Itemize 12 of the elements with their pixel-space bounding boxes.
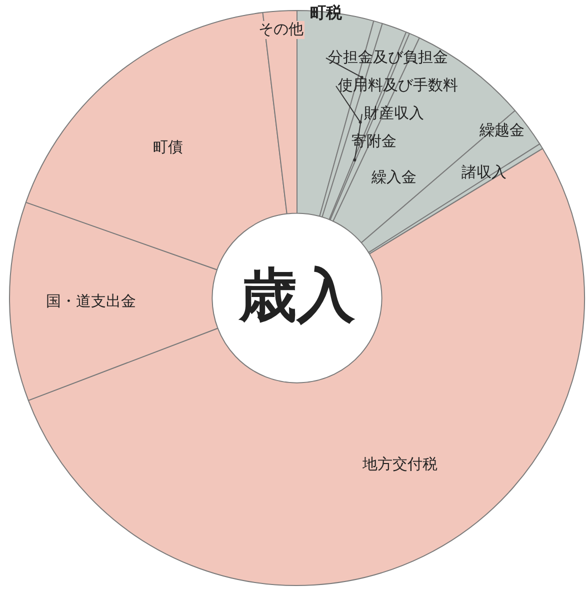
slice-label: 町税 [310,3,343,22]
slice-label: その他 [258,20,304,38]
slice-label: 地方交付税 [362,454,438,473]
text: 歳入 [238,261,356,330]
slice-label: 財産収入 [364,104,424,122]
slice-label: 繰入金 [370,168,416,186]
slice-label: 分担金及び負担金 [328,48,448,66]
slice-label: 諸収入 [462,162,506,181]
slice-label: 国・道支出金 [46,292,136,310]
slice-label: 町債 [153,138,183,156]
slice-label: 繰越金 [478,120,524,139]
slice-label: 使用料及び手数料 [338,76,458,94]
